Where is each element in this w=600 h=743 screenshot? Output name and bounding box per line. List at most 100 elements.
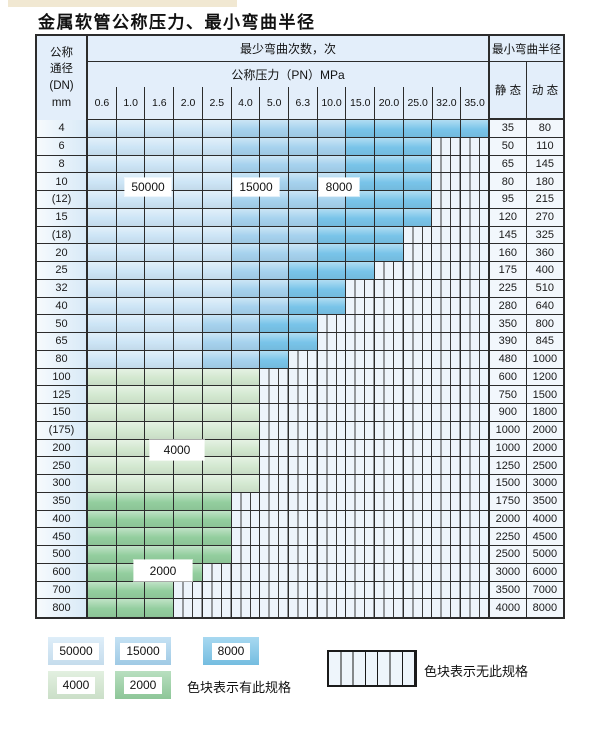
dn-label: 80 [37,350,88,368]
spec-cell-8000 [288,333,318,350]
no-spec-cell [288,581,318,599]
spec-cell-4000 [88,439,117,457]
spec-cell-2000 [145,510,175,528]
spec-cell-4000 [174,421,203,439]
spec-cell-50000 [88,350,117,368]
table-row: 50 350 800 [37,315,563,333]
dn-label: 65 [37,333,88,350]
spec-cell-4000 [231,439,261,457]
spec-cell-50000 [202,173,232,190]
spec-cell-8000 [403,155,433,173]
dn-label: 800 [37,599,88,617]
no-spec-cell [432,421,462,439]
spec-cell-2000 [116,581,146,599]
spec-cell-50000 [88,191,117,208]
no-spec-cell [375,492,404,510]
spec-cell-2000 [202,546,232,563]
no-spec-cell [346,581,376,599]
dn-label: (175) [37,421,88,439]
no-spec-cell [317,368,347,386]
spec-cell-50000 [145,226,175,244]
no-spec-cell [317,386,347,403]
no-spec-cell [288,386,318,403]
legend-chip-15000: 15000 [115,637,171,665]
dn-label: 50 [37,315,88,332]
spec-cell-4000 [116,386,146,403]
no-spec-cell [317,350,347,368]
dn-label: 500 [37,546,88,563]
static-value: 1250 [489,457,527,474]
table-row: 500 2500 5000 [37,546,563,564]
spec-cell-2000 [145,599,175,617]
spec-cell-2000 [88,510,117,528]
static-value: 3000 [489,563,527,581]
dynamic-value: 2000 [526,439,563,457]
spec-cell-50000 [145,350,175,368]
spec-cell-2000 [145,492,175,510]
table-row: (12) 95 215 [37,191,563,209]
legend-chip-50000: 50000 [48,637,104,665]
spec-cell-50000 [116,333,146,350]
no-spec-cell [432,244,462,261]
spec-cell-50000 [145,315,175,332]
spec-cell-50000 [174,155,203,173]
spec-cell-50000 [202,191,232,208]
no-spec-cell [346,368,376,386]
no-spec-cell [432,368,462,386]
table-row: 80 480 1000 [37,350,563,369]
spec-cell-4000 [202,421,232,439]
dn-header: 公称 通径 (DN) mm [37,36,88,120]
no-spec-cell [375,350,404,368]
spec-cell-4000 [145,386,175,403]
spec-cell-15000 [231,208,261,226]
no-spec-cell [317,421,347,439]
spec-cell-8000 [403,120,433,137]
spec-cell-50000 [174,315,203,332]
spec-cell-50000 [88,226,117,244]
pressure-tick: 1.6 [145,87,175,119]
spec-cell-4000 [231,368,261,386]
no-spec-cell [231,546,261,563]
no-spec-cell [288,546,318,563]
static-value: 1750 [489,492,527,510]
dn-label: 600 [37,563,88,581]
no-spec-cell [461,368,490,386]
no-spec-cell [288,528,318,545]
dynamic-value: 1500 [526,386,563,403]
no-spec-cell [346,421,376,439]
spec-cell-15000 [231,279,261,297]
pressure-tick: 2.0 [174,87,203,119]
no-spec-cell [432,191,462,208]
no-spec-cell [260,492,289,510]
no-spec-cell [288,439,318,457]
dn-label: 400 [37,510,88,528]
band-label-50000: 50000 [125,178,171,196]
spec-cell-8000 [375,208,404,226]
spec-cell-50000 [145,208,175,226]
dynamic-value: 400 [526,262,563,279]
no-spec-cell [375,404,404,421]
spec-cell-15000 [288,155,318,173]
no-spec-cell [403,510,433,528]
legend-chip-value: 2000 [123,676,163,694]
no-spec-cell [432,350,462,368]
spec-cell-8000 [260,315,289,332]
spec-cell-2000 [116,510,146,528]
no-spec-cell [260,421,289,439]
dynamic-value: 4500 [526,528,563,545]
no-spec-cell [461,315,490,332]
band-label-15000: 15000 [233,178,279,196]
spec-cell-8000 [317,297,347,315]
no-spec-cell [403,333,433,350]
spec-cell-4000 [88,421,117,439]
spec-cell-4000 [202,368,232,386]
spec-cell-15000 [288,226,318,244]
spec-cell-50000 [174,279,203,297]
table-row: (175) 1000 2000 [37,421,563,440]
dynamic-value: 325 [526,226,563,244]
no-spec-cell [432,386,462,403]
spec-cell-50000 [88,297,117,315]
spec-cell-4000 [202,457,232,474]
no-spec-cell [346,475,376,492]
spec-cell-2000 [202,510,232,528]
